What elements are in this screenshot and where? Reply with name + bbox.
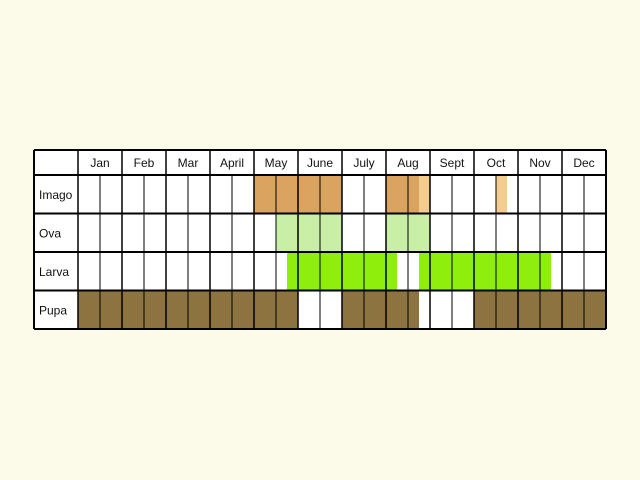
- month-label-june: June: [307, 156, 333, 170]
- month-label-sept: Sept: [440, 156, 465, 170]
- month-label-july: July: [353, 156, 374, 170]
- month-label-nov: Nov: [529, 156, 550, 170]
- segment-larva-1: [419, 252, 551, 291]
- month-label-may: May: [265, 156, 288, 170]
- segment-pupa-1: [342, 290, 419, 329]
- stage-label-larva: Larva: [39, 265, 69, 279]
- month-label-april: April: [220, 156, 244, 170]
- month-label-jan: Jan: [90, 156, 109, 170]
- stage-label-ova: Ova: [39, 226, 61, 240]
- stage-label-imago: Imago: [39, 188, 73, 202]
- segment-ova-0: [276, 213, 342, 252]
- segment-imago-2: [419, 175, 430, 214]
- segment-imago-3: [496, 175, 507, 214]
- month-label-aug: Aug: [397, 156, 418, 170]
- month-label-feb: Feb: [134, 156, 155, 170]
- stage-label-pupa: Pupa: [39, 303, 67, 317]
- month-label-oct: Oct: [487, 156, 506, 170]
- segment-imago-1: [386, 175, 419, 214]
- month-label-dec: Dec: [573, 156, 594, 170]
- month-label-mar: Mar: [178, 156, 199, 170]
